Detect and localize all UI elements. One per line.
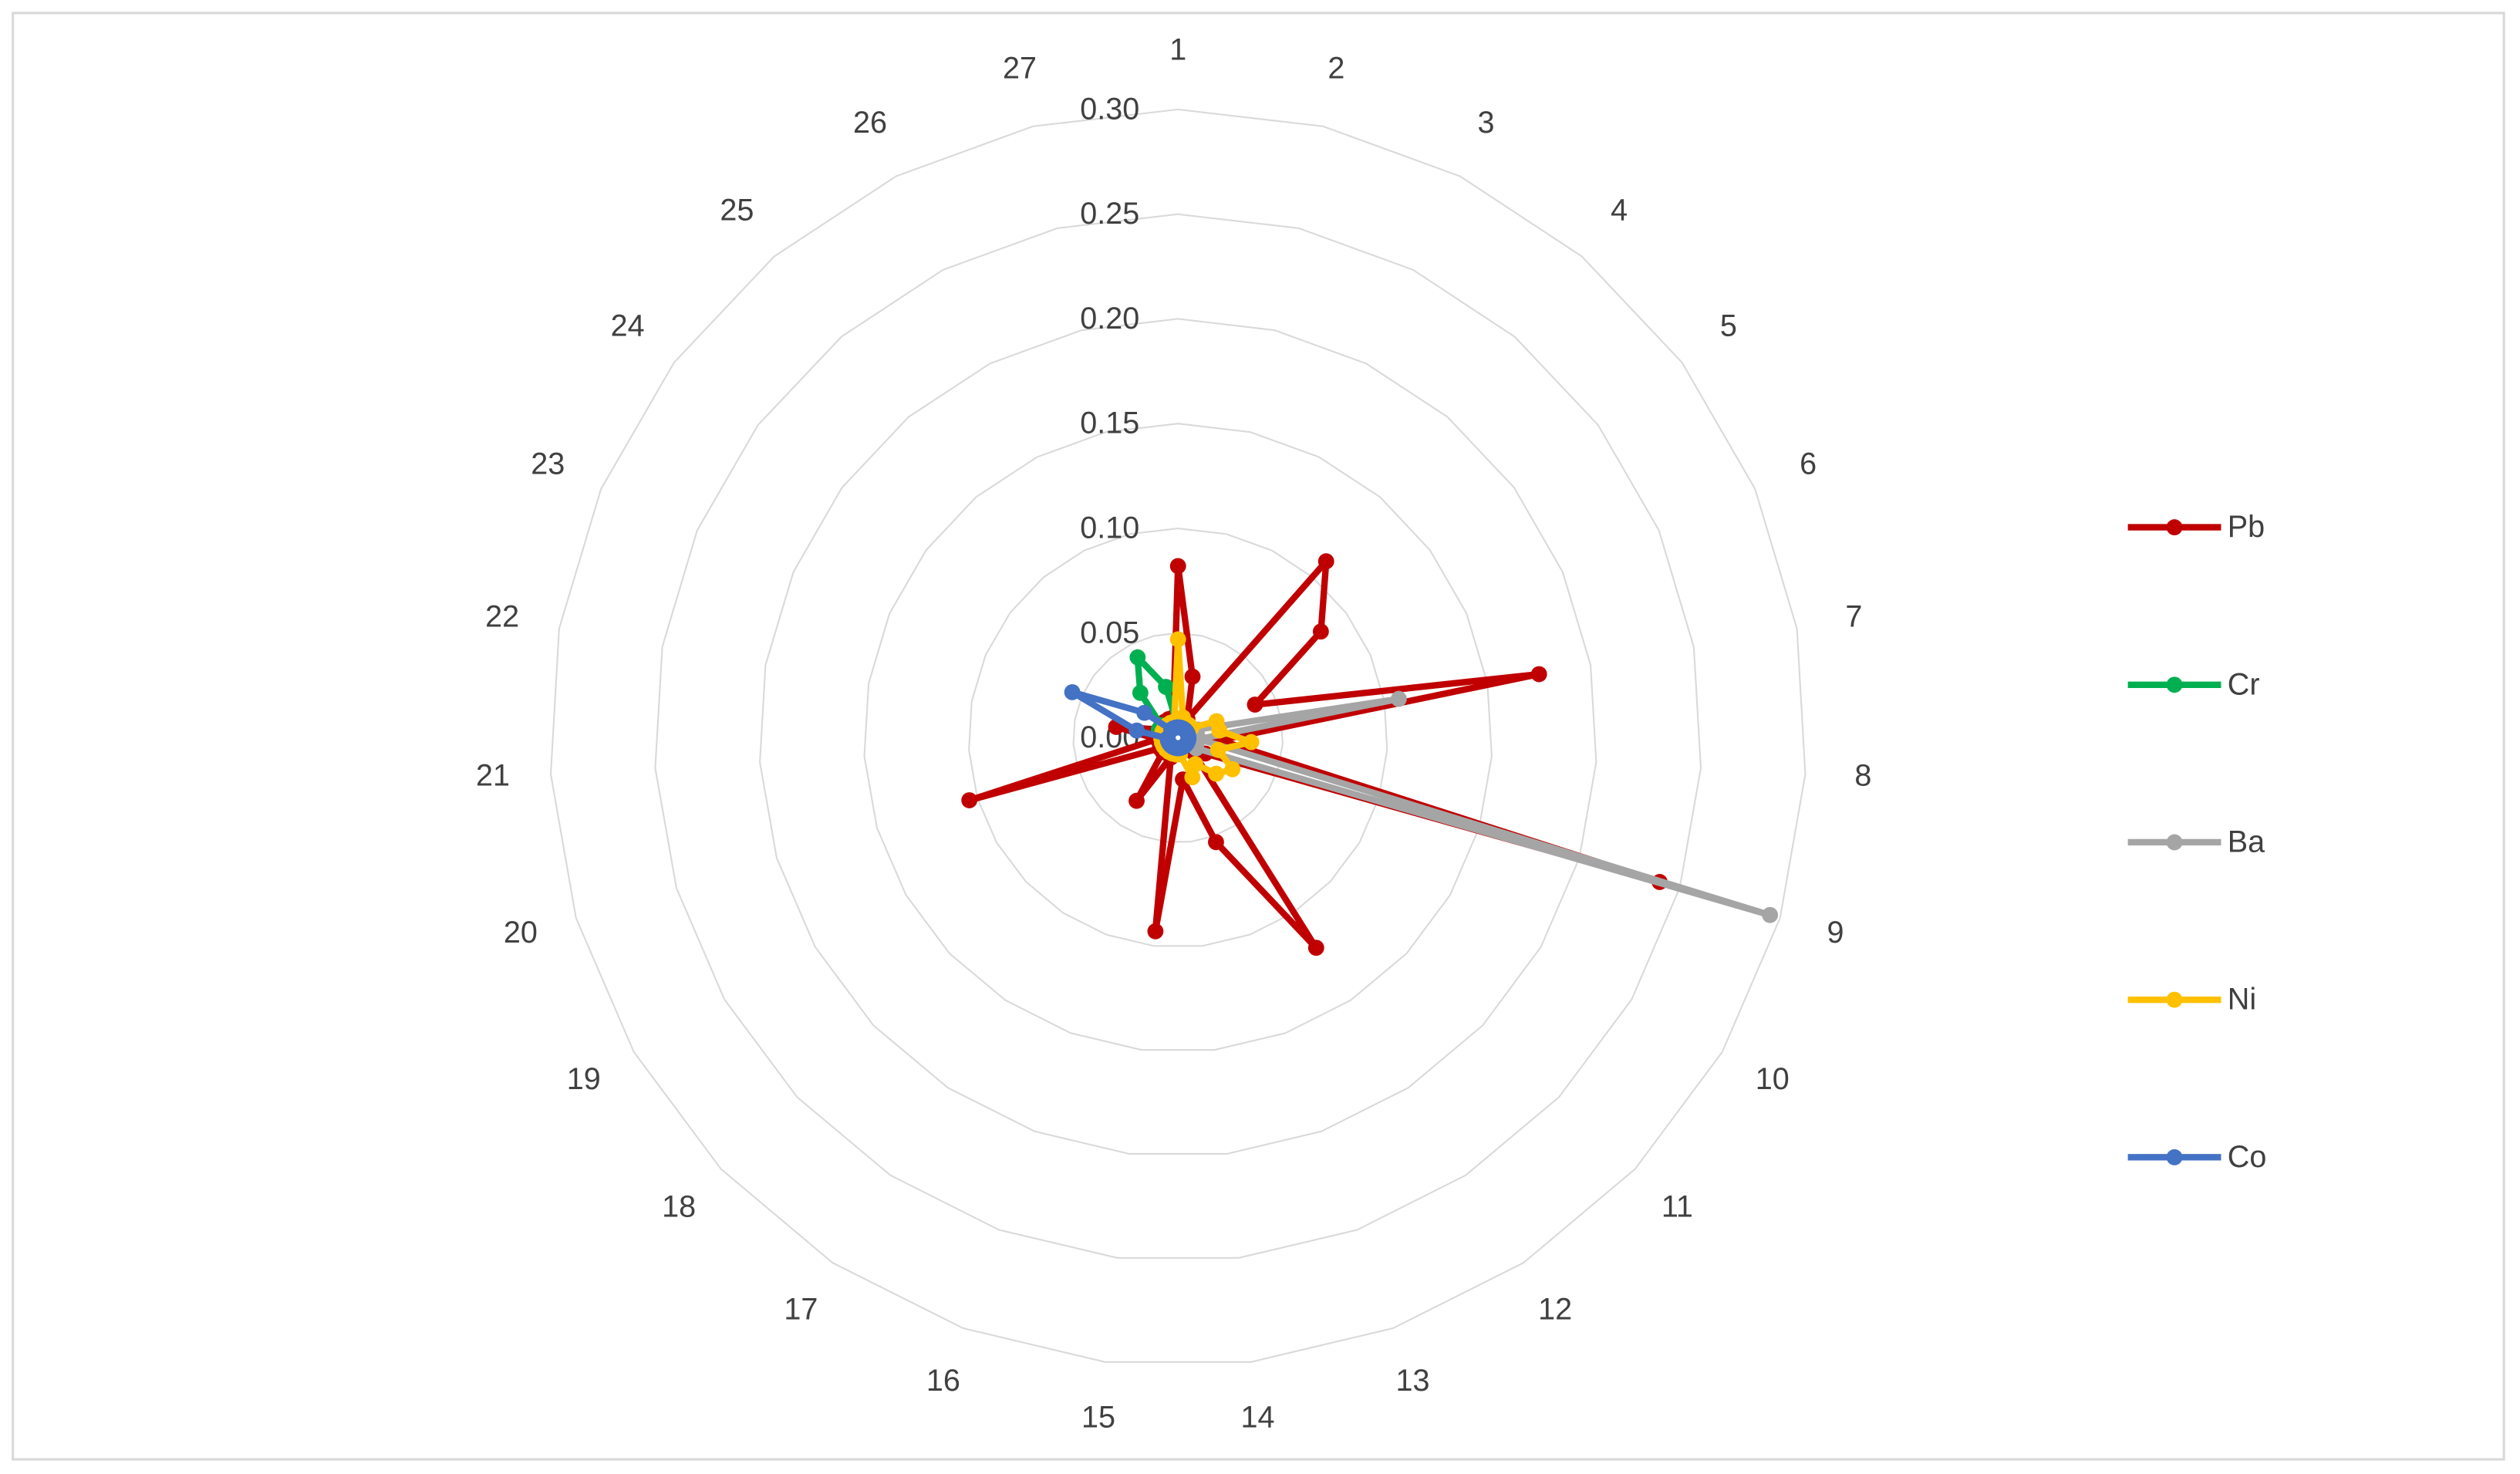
plot-area	[961, 553, 1779, 956]
category-label: 19	[567, 1062, 601, 1096]
category-label: 9	[1827, 916, 1844, 949]
legend-marker	[2166, 1149, 2183, 1165]
category-label: 17	[784, 1292, 818, 1326]
legend-label: Ni	[2228, 983, 2256, 1017]
legend-marker	[2166, 834, 2183, 851]
legend-label: Co	[2228, 1140, 2267, 1174]
data-point	[1147, 923, 1164, 939]
category-label: 3	[1478, 106, 1495, 140]
data-point	[1307, 939, 1324, 956]
data-point	[1317, 553, 1334, 570]
data-point	[1208, 834, 1224, 851]
y-tick-label: 0.15	[1080, 406, 1139, 440]
y-tick-label: 0.20	[1080, 302, 1139, 336]
grid-ring	[654, 213, 1702, 1259]
category-label: 22	[485, 600, 519, 634]
category-label: 25	[720, 193, 754, 227]
data-point	[1184, 668, 1201, 685]
data-point	[1312, 623, 1329, 640]
category-label: 21	[476, 759, 510, 793]
data-point	[1064, 683, 1081, 700]
category-label: 11	[1661, 1190, 1693, 1224]
category-label: 20	[504, 916, 538, 949]
data-point	[1129, 649, 1146, 666]
category-label: 4	[1611, 193, 1628, 227]
data-point	[1136, 704, 1153, 721]
category-label: 12	[1538, 1292, 1572, 1326]
data-point	[1132, 684, 1149, 701]
grid-ring	[968, 528, 1388, 947]
category-label: 8	[1854, 759, 1871, 793]
legend-label: Ba	[2228, 825, 2265, 859]
category-label: 13	[1396, 1364, 1430, 1398]
data-point	[1390, 690, 1407, 707]
legend-marker	[2166, 519, 2183, 536]
data-point	[1158, 679, 1175, 695]
data-point	[1209, 741, 1226, 758]
category-label: 27	[1003, 51, 1037, 85]
category-label: 6	[1800, 447, 1817, 481]
legend-label: Pb	[2228, 510, 2265, 544]
category-label: 5	[1720, 309, 1737, 343]
category-label: 16	[926, 1364, 960, 1398]
grid-ring	[759, 318, 1597, 1155]
grid-ring	[863, 423, 1493, 1051]
category-label: 23	[531, 447, 565, 481]
y-tick-label: 0.05	[1080, 616, 1139, 649]
legend-marker	[2166, 676, 2183, 693]
data-point	[1187, 756, 1204, 772]
category-label: 14	[1241, 1401, 1275, 1435]
category-label: 7	[1845, 600, 1862, 634]
data-point	[1128, 722, 1145, 739]
grid-ring	[549, 108, 1807, 1363]
category-label: 10	[1756, 1062, 1790, 1096]
category-label: 18	[662, 1190, 696, 1224]
data-point	[1224, 761, 1241, 777]
category-label: 24	[611, 309, 645, 343]
category-label: 15	[1081, 1401, 1115, 1435]
data-point	[1169, 558, 1186, 575]
data-point	[1530, 666, 1547, 683]
data-point	[1169, 631, 1186, 648]
grid: 0.000.050.100.150.200.250.30123456789101…	[476, 32, 1871, 1434]
category-label: 2	[1327, 51, 1344, 85]
legend-marker	[2166, 991, 2183, 1008]
data-point	[961, 792, 978, 808]
data-point	[1247, 697, 1263, 713]
data-point	[1762, 906, 1779, 923]
data-point	[1208, 765, 1225, 782]
category-label: 1	[1169, 32, 1186, 66]
data-point	[1211, 722, 1228, 739]
data-point	[1167, 719, 1184, 736]
y-tick-label: 0.25	[1080, 197, 1139, 231]
data-point	[1243, 734, 1260, 750]
data-point	[1184, 769, 1201, 785]
legend-label: Cr	[2228, 667, 2260, 701]
category-label: 26	[853, 106, 887, 140]
data-point	[1128, 792, 1145, 809]
y-tick-label: 0.30	[1080, 92, 1139, 126]
legend: Pb Cr Ba Ni Co	[2127, 510, 2267, 1174]
y-tick-label: 0.10	[1080, 511, 1139, 545]
chart-border	[12, 12, 2505, 1461]
